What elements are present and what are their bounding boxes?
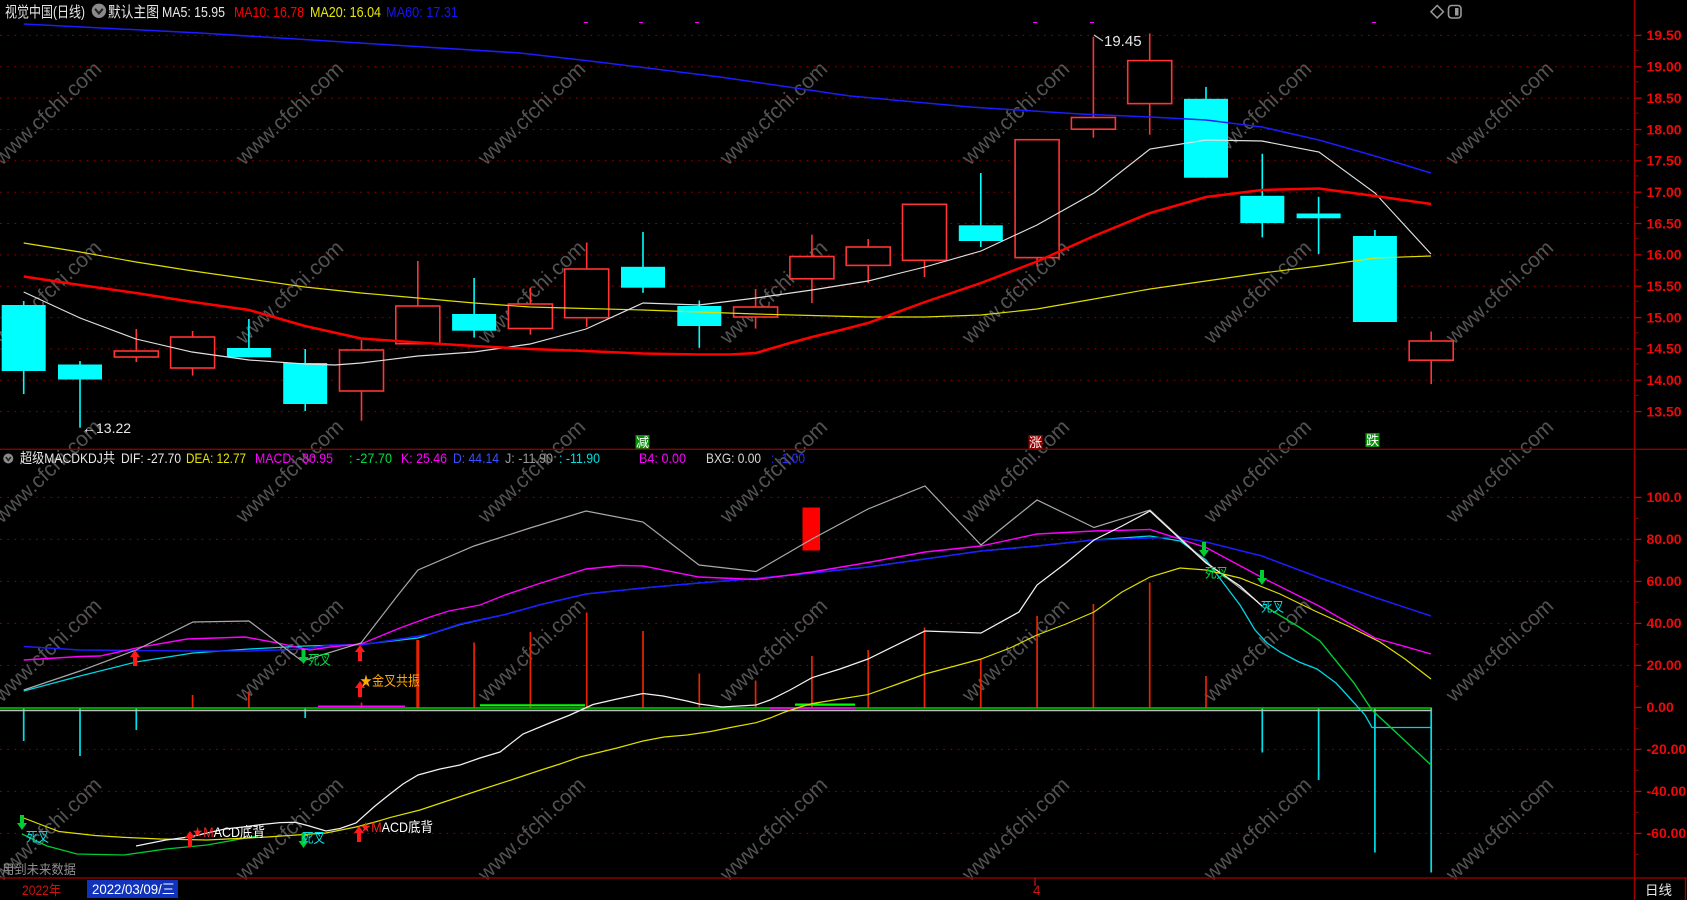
svg-text:MA20: 16.04: MA20: 16.04 xyxy=(310,4,381,21)
svg-text:减: 减 xyxy=(636,435,649,450)
svg-text:死叉: 死叉 xyxy=(26,829,49,845)
svg-text:K: 25.46: K: 25.46 xyxy=(401,450,447,466)
svg-text:15.50: 15.50 xyxy=(1647,278,1682,294)
svg-text:-60.00: -60.00 xyxy=(1647,825,1687,841)
svg-text:默认主图: 默认主图 xyxy=(108,4,159,21)
svg-text:DIF: -27.70: DIF: -27.70 xyxy=(121,450,181,466)
svg-text:17.50: 17.50 xyxy=(1647,153,1682,169)
svg-text:MA60: 17.31: MA60: 17.31 xyxy=(386,4,458,21)
svg-text:80.00: 80.00 xyxy=(1647,531,1682,547)
svg-text:死叉: 死叉 xyxy=(308,652,331,668)
svg-text:19.00: 19.00 xyxy=(1647,59,1682,75)
svg-text:MACD: -80.95: MACD: -80.95 xyxy=(255,450,333,466)
svg-text:18.50: 18.50 xyxy=(1647,90,1682,106)
svg-text:MA10: 16.78: MA10: 16.78 xyxy=(234,4,304,21)
svg-text:14.00: 14.00 xyxy=(1647,372,1682,388)
svg-text:涨: 涨 xyxy=(1029,435,1042,450)
svg-text:跌: 跌 xyxy=(1366,433,1379,448)
svg-text:DEA: 12.77: DEA: 12.77 xyxy=(186,450,246,466)
svg-text:17.00: 17.00 xyxy=(1647,184,1682,200)
svg-text:20.00: 20.00 xyxy=(1647,657,1682,673)
svg-text:14.50: 14.50 xyxy=(1647,341,1682,357)
svg-text:J: -11.90: J: -11.90 xyxy=(505,450,553,466)
svg-text:: -11.90: : -11.90 xyxy=(559,450,600,466)
svg-text:4: 4 xyxy=(1033,883,1041,898)
svg-text:MA5: 15.95: MA5: 15.95 xyxy=(162,4,225,21)
svg-text:0.00: 0.00 xyxy=(1647,699,1674,715)
svg-text:100.0: 100.0 xyxy=(1647,489,1682,505)
svg-text:BXG: 0.00: BXG: 0.00 xyxy=(706,450,761,466)
svg-text:: -1.00: : -1.00 xyxy=(771,450,805,466)
svg-text:超级MACDKDJ共: 超级MACDKDJ共 xyxy=(20,450,115,466)
svg-text:2022/03/09/三: 2022/03/09/三 xyxy=(92,882,175,897)
svg-text:15.00: 15.00 xyxy=(1647,309,1682,325)
svg-text:19.50: 19.50 xyxy=(1647,27,1682,43)
svg-text:-20.00: -20.00 xyxy=(1647,741,1687,757)
svg-text:: -27.70: : -27.70 xyxy=(349,450,392,466)
svg-text:19.45: 19.45 xyxy=(1104,33,1142,50)
svg-text:←13.22: ←13.22 xyxy=(82,420,131,436)
svg-text:D: 44.14: D: 44.14 xyxy=(453,450,499,466)
svg-text:40.00: 40.00 xyxy=(1647,615,1682,631)
svg-text:2022年: 2022年 xyxy=(22,883,61,898)
svg-text:13.50: 13.50 xyxy=(1647,403,1682,419)
svg-text:-40.00: -40.00 xyxy=(1647,783,1687,799)
svg-text:死叉: 死叉 xyxy=(1205,565,1228,581)
svg-text:16.00: 16.00 xyxy=(1647,247,1682,263)
svg-text:死叉: 死叉 xyxy=(1261,599,1284,615)
svg-text:★MACD底背: ★MACD底背 xyxy=(360,819,433,835)
svg-text:死叉: 死叉 xyxy=(302,830,325,846)
svg-text:60.00: 60.00 xyxy=(1647,573,1682,589)
svg-text:18.00: 18.00 xyxy=(1647,121,1682,137)
svg-text:视觉中国(日线): 视觉中国(日线) xyxy=(5,4,85,21)
svg-text:用到未来数据: 用到未来数据 xyxy=(2,862,76,877)
svg-text:★MACD底背: ★MACD底背 xyxy=(192,824,265,840)
svg-text:日线: 日线 xyxy=(1645,883,1672,898)
svg-text:★金叉共振: ★金叉共振 xyxy=(360,673,420,689)
svg-text:B4: 0.00: B4: 0.00 xyxy=(639,450,686,466)
svg-text:16.50: 16.50 xyxy=(1647,215,1682,231)
